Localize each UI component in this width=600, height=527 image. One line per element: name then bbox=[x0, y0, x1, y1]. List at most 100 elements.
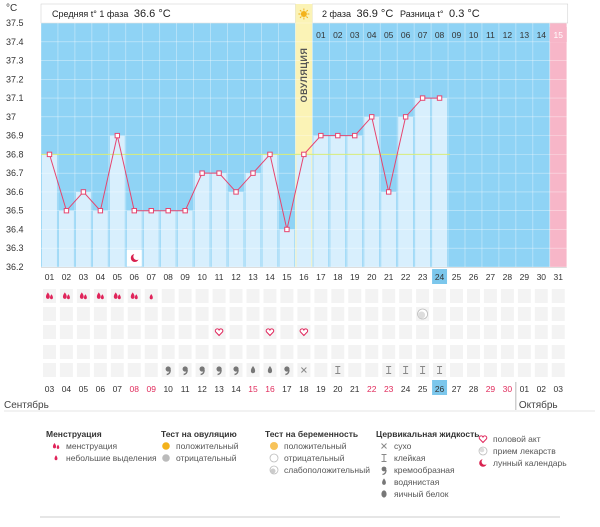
y-tick-label: 37.5 bbox=[6, 18, 24, 28]
symbol-cell bbox=[382, 345, 396, 359]
symbol-cell bbox=[483, 363, 497, 377]
legend-intercourse-icon bbox=[478, 435, 488, 444]
symbol-cell bbox=[297, 345, 311, 359]
temperature-bar bbox=[194, 173, 210, 267]
legend-medication-label: прием лекарств bbox=[493, 446, 556, 456]
symbol-cell bbox=[365, 289, 379, 303]
symbol-cell bbox=[76, 363, 90, 377]
cycle-day-label: 14 bbox=[265, 272, 275, 282]
legend-ovulation-negative-icon bbox=[162, 454, 170, 462]
symbol-cell bbox=[534, 345, 548, 359]
phase2-label: 2 фаза 36.9 °C bbox=[322, 8, 393, 20]
y-axis-ticks: 36.2 36.3 36.4 36.5 36.6 36.7 36.8 36.9 37 37.1 37… bbox=[6, 18, 24, 272]
temperature-point bbox=[80, 189, 87, 195]
cervical-watery-icon bbox=[250, 366, 256, 374]
symbol-cell bbox=[450, 363, 463, 377]
temperature-bar bbox=[415, 98, 431, 267]
legend-watery-icon bbox=[382, 478, 386, 485]
symbol-cell bbox=[483, 289, 497, 303]
temperature-bar bbox=[313, 135, 329, 267]
temperature-point bbox=[301, 151, 307, 158]
calendar-date-label: 29 bbox=[486, 384, 496, 394]
symbol-cell bbox=[144, 345, 158, 359]
cycle-day-label: 13 bbox=[248, 272, 258, 282]
calendar-date-label: 14 bbox=[231, 384, 241, 394]
legend-spotting-icon bbox=[54, 455, 58, 461]
cervical-creamy-icon-tail bbox=[166, 369, 171, 376]
symbol-cell bbox=[59, 363, 73, 377]
cycle-day-label: 04 bbox=[96, 272, 106, 282]
symbol-cell bbox=[127, 325, 141, 339]
symbol-cell bbox=[348, 363, 362, 377]
legend-spotting-label: небольшие выделения bbox=[66, 453, 157, 463]
chart-header: °C Средняя t° 1 фаза 36.6 °C 2 фаза 36.9… bbox=[6, 3, 480, 20]
symbol-cell bbox=[551, 289, 565, 303]
symbol-cell bbox=[416, 325, 430, 339]
symbol-cell bbox=[399, 289, 413, 303]
symbol-cell bbox=[212, 307, 226, 321]
temperature-point bbox=[419, 95, 426, 101]
y-tick-label: 36.8 bbox=[6, 149, 24, 159]
temperature-bar bbox=[58, 210, 74, 267]
symbol-cell bbox=[59, 325, 73, 339]
phase2-day-number: 12 bbox=[503, 30, 513, 40]
legend-menstruation-icon bbox=[52, 443, 57, 449]
menstruation-drop-icon bbox=[130, 292, 135, 299]
menstruation-drop-icon bbox=[100, 294, 104, 300]
symbol-cell bbox=[348, 307, 362, 321]
temperature-point bbox=[250, 170, 256, 176]
calendar-date-label: 25 bbox=[418, 384, 428, 394]
intercourse-heart-icon bbox=[299, 328, 309, 337]
symbol-cell bbox=[161, 307, 175, 321]
symbol-cell bbox=[500, 363, 514, 377]
temperature-point bbox=[233, 189, 239, 195]
symbol-cell bbox=[483, 307, 497, 321]
temperature-point bbox=[267, 151, 273, 158]
temperature-point bbox=[216, 170, 222, 176]
cycle-day-label: 11 bbox=[215, 272, 224, 282]
symbol-cell bbox=[534, 325, 548, 339]
symbol-cell bbox=[348, 345, 362, 359]
symbol-cell bbox=[144, 307, 158, 321]
symbol-cell bbox=[280, 325, 294, 339]
y-tick-label: 36.5 bbox=[6, 206, 24, 216]
month-label-september: Сентябрь bbox=[4, 399, 49, 411]
y-tick-label: 37.2 bbox=[6, 74, 24, 84]
symbol-cell bbox=[43, 345, 56, 359]
symbol-cell bbox=[331, 345, 345, 359]
symbol-cell bbox=[59, 307, 73, 321]
y-tick-label: 36.3 bbox=[6, 243, 24, 253]
temperature-point bbox=[165, 207, 171, 214]
symbol-cell bbox=[110, 325, 124, 339]
symbol-cell bbox=[467, 345, 480, 359]
calendar-date-label: 06 bbox=[96, 384, 106, 394]
legend-ovulation-positive-icon bbox=[162, 442, 170, 450]
symbol-cell bbox=[467, 363, 480, 377]
y-tick-label: 37 bbox=[6, 112, 16, 122]
phase1-label: Средняя t° 1 фаза 36.6 °C bbox=[52, 8, 171, 20]
cervical-creamy-icon-tail bbox=[183, 369, 188, 376]
menstruation-drop-icon bbox=[50, 294, 53, 300]
symbol-cell bbox=[93, 345, 107, 359]
legend-egg-white-icon bbox=[381, 490, 387, 498]
symbol-cell bbox=[212, 289, 226, 303]
cycle-day-label: 20 bbox=[367, 272, 377, 282]
phase2-day-number: 05 bbox=[384, 30, 394, 40]
phase2-day-number: 01 bbox=[316, 30, 326, 40]
y-tick-label: 36.6 bbox=[6, 187, 24, 197]
y-tick-label: 37.3 bbox=[6, 56, 24, 66]
legend-ovulation-title: Тест на овуляцию bbox=[161, 429, 237, 439]
symbol-cell bbox=[416, 289, 430, 303]
legend-pregnancy-negative-icon bbox=[269, 453, 279, 463]
symbol-cell bbox=[297, 307, 311, 321]
cervical-sticky-icon bbox=[386, 366, 392, 374]
symbol-cell bbox=[551, 325, 565, 339]
symbol-cell bbox=[348, 289, 362, 303]
cycle-day-label: 18 bbox=[333, 272, 343, 282]
calendar-date-label: 03 bbox=[554, 384, 564, 394]
temperature-point bbox=[369, 114, 375, 120]
calendar-date-label: 30 bbox=[503, 384, 513, 394]
legend-medication-icon-fill bbox=[479, 447, 485, 453]
menstruation-drop-icon bbox=[117, 294, 121, 300]
phase2-day-number: 04 bbox=[367, 30, 377, 40]
